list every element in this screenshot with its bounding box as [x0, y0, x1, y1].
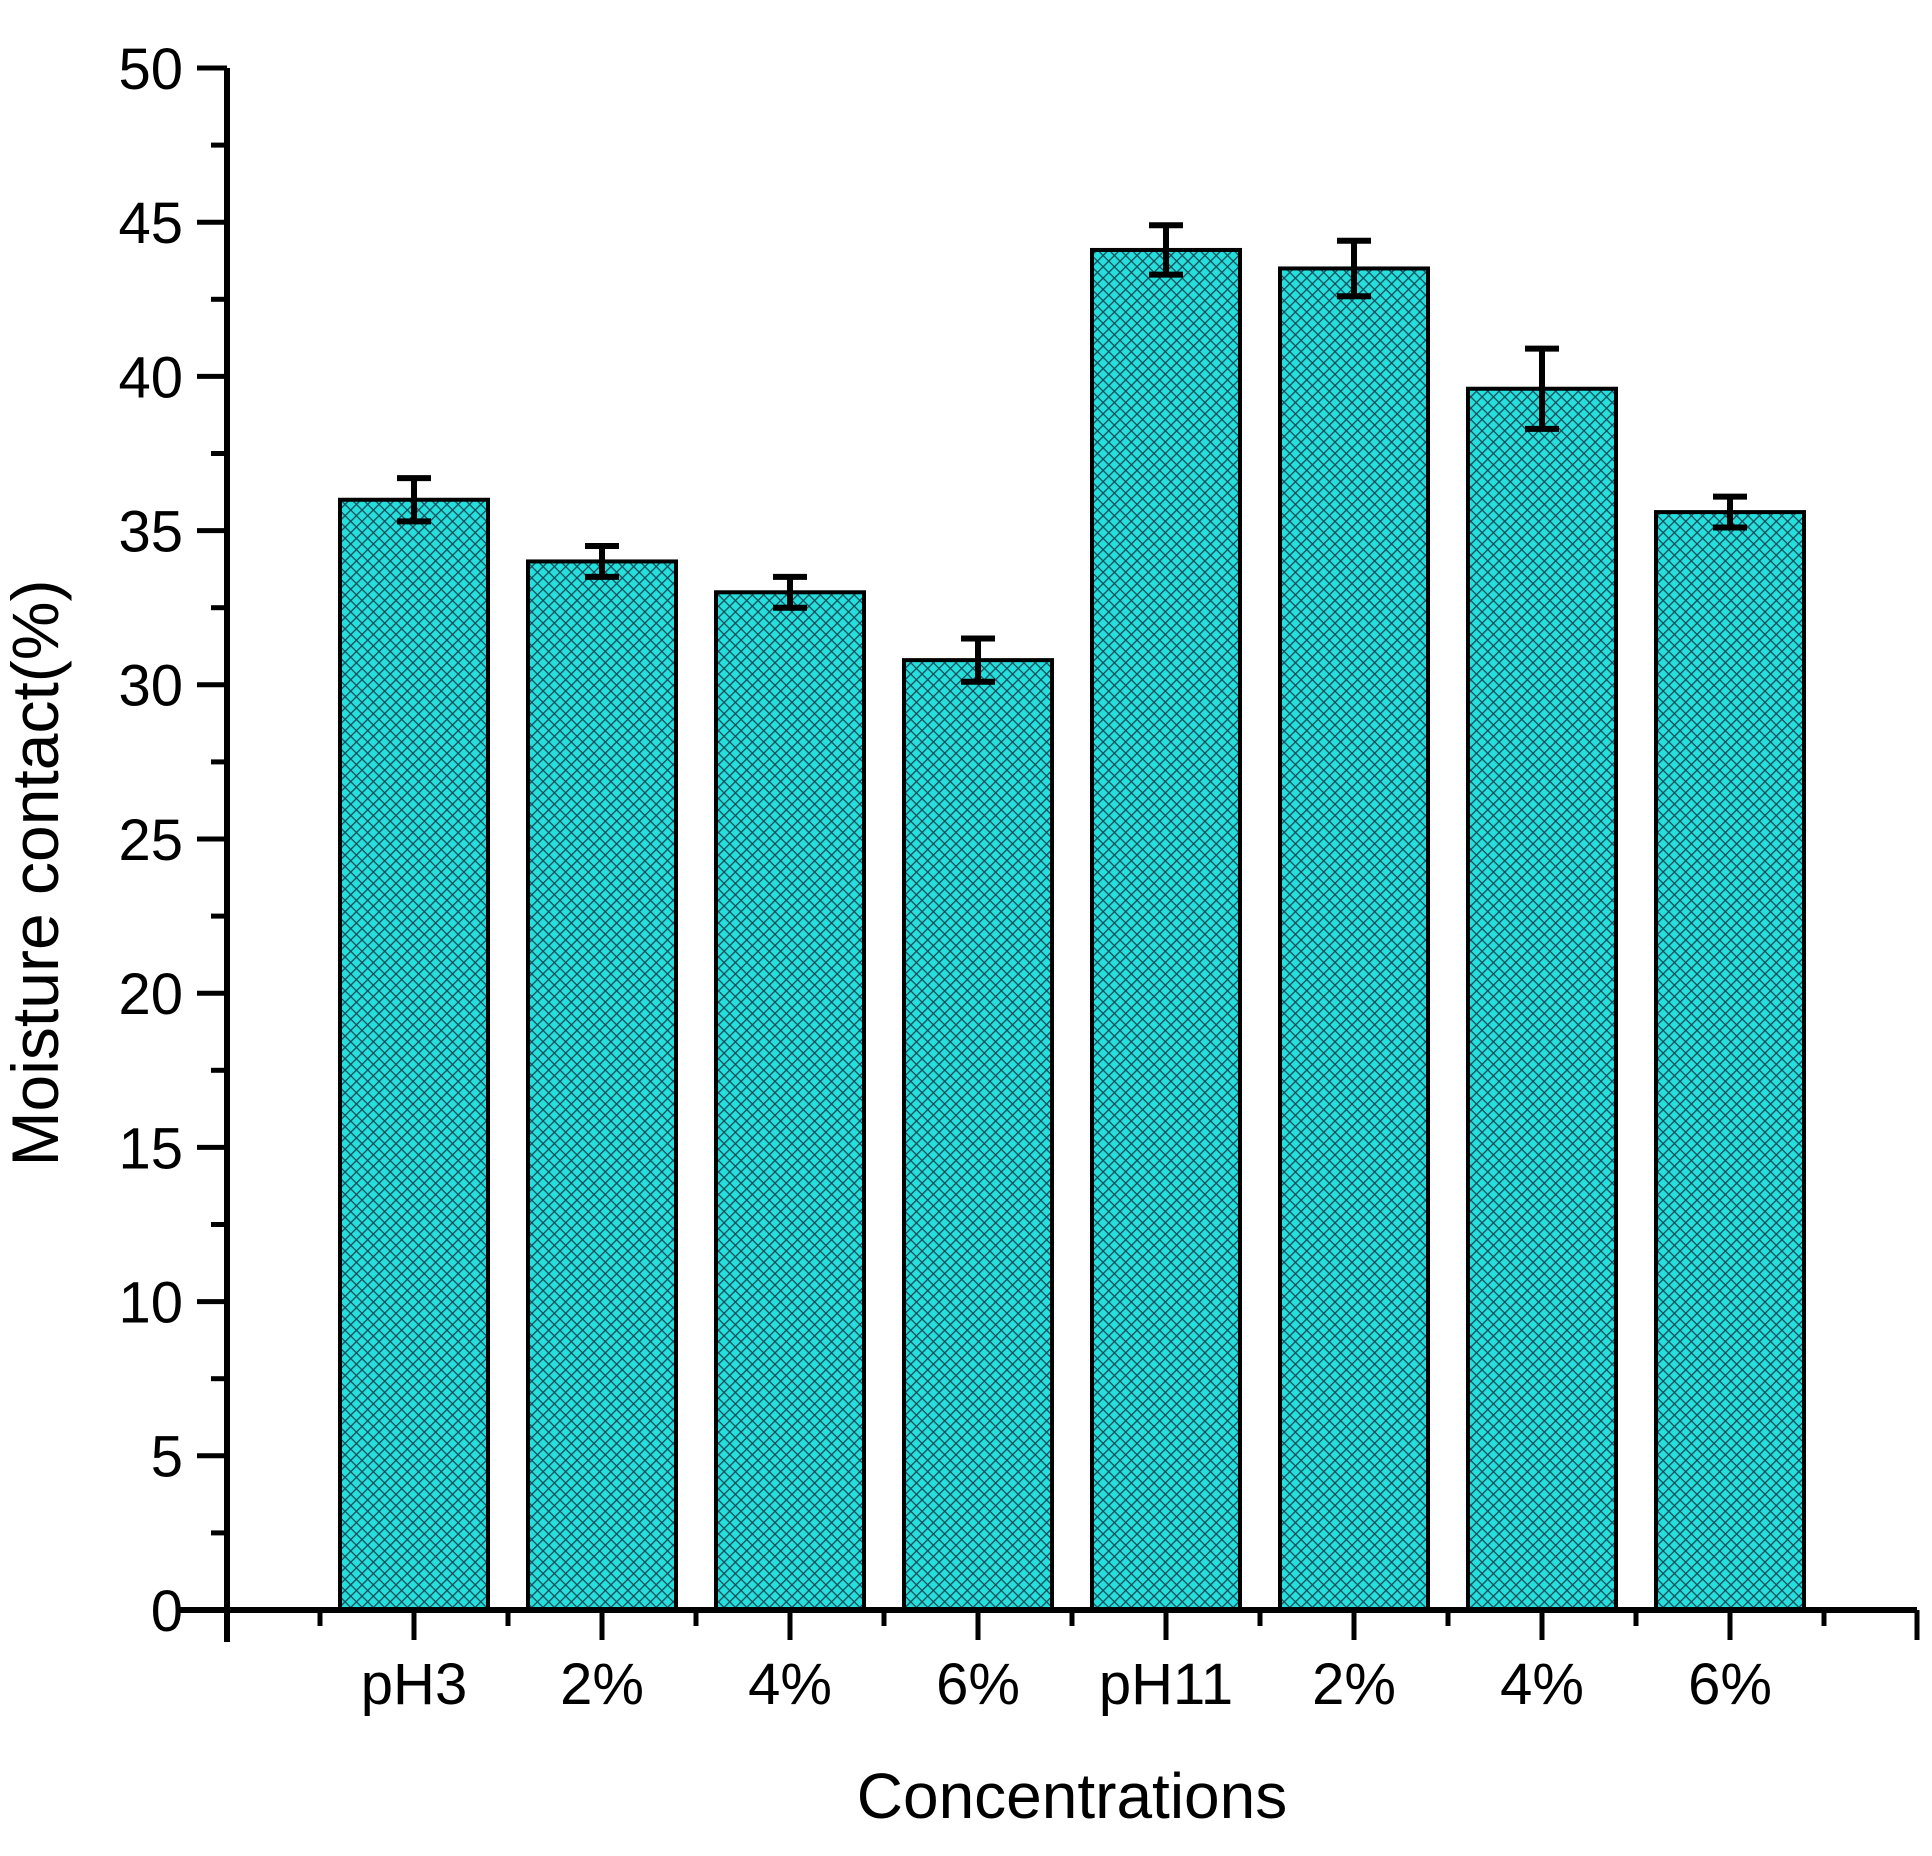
bar-6%-3	[902, 658, 1054, 1612]
bar-pH11-4	[1090, 247, 1242, 1612]
y-axis-title: Moisture contact(%)	[0, 580, 72, 1167]
y-tick-label: 20	[118, 962, 183, 1027]
bar-pH3-0	[338, 497, 490, 1612]
x-tick-label: 4%	[1500, 1652, 1584, 1717]
bar-6%-7	[1654, 510, 1806, 1613]
x-tick-label: 2%	[1312, 1652, 1396, 1717]
y-tick-label: 45	[118, 191, 183, 256]
y-tick-label: 30	[118, 654, 183, 719]
bar-2%-1	[526, 559, 678, 1613]
x-tick-label: 4%	[748, 1652, 832, 1717]
ticks-group	[197, 65, 1920, 1640]
x-tick-label: 6%	[1688, 1652, 1772, 1717]
y-tick-label: 35	[118, 499, 183, 564]
y-tick-label: 5	[151, 1425, 183, 1490]
x-tick-label: 2%	[560, 1652, 644, 1717]
y-tick-label: 25	[118, 808, 183, 873]
x-tick-label: 6%	[936, 1652, 1020, 1717]
error-bars-group	[397, 222, 1747, 685]
x-axis-title: Concentrations	[857, 1760, 1287, 1832]
bar-4%-6	[1466, 386, 1618, 1613]
y-tick-label: 0	[151, 1579, 183, 1644]
x-tick-label: pH11	[1099, 1652, 1233, 1717]
y-tick-label: 10	[118, 1270, 183, 1335]
bar-2%-5	[1278, 266, 1430, 1613]
tick-labels-group: 0 5 10 15 20 25 30 35 40 45 50 pH3 2% 4% 6% pH11 2% 4% 6%	[118, 37, 1771, 1717]
y-tick-label: 15	[118, 1116, 183, 1181]
y-tick-label: 50	[118, 37, 183, 102]
bars-group	[338, 247, 1806, 1613]
bar-4%-2	[714, 590, 866, 1612]
x-tick-label: pH3	[361, 1652, 467, 1717]
y-tick-label: 40	[118, 345, 183, 410]
